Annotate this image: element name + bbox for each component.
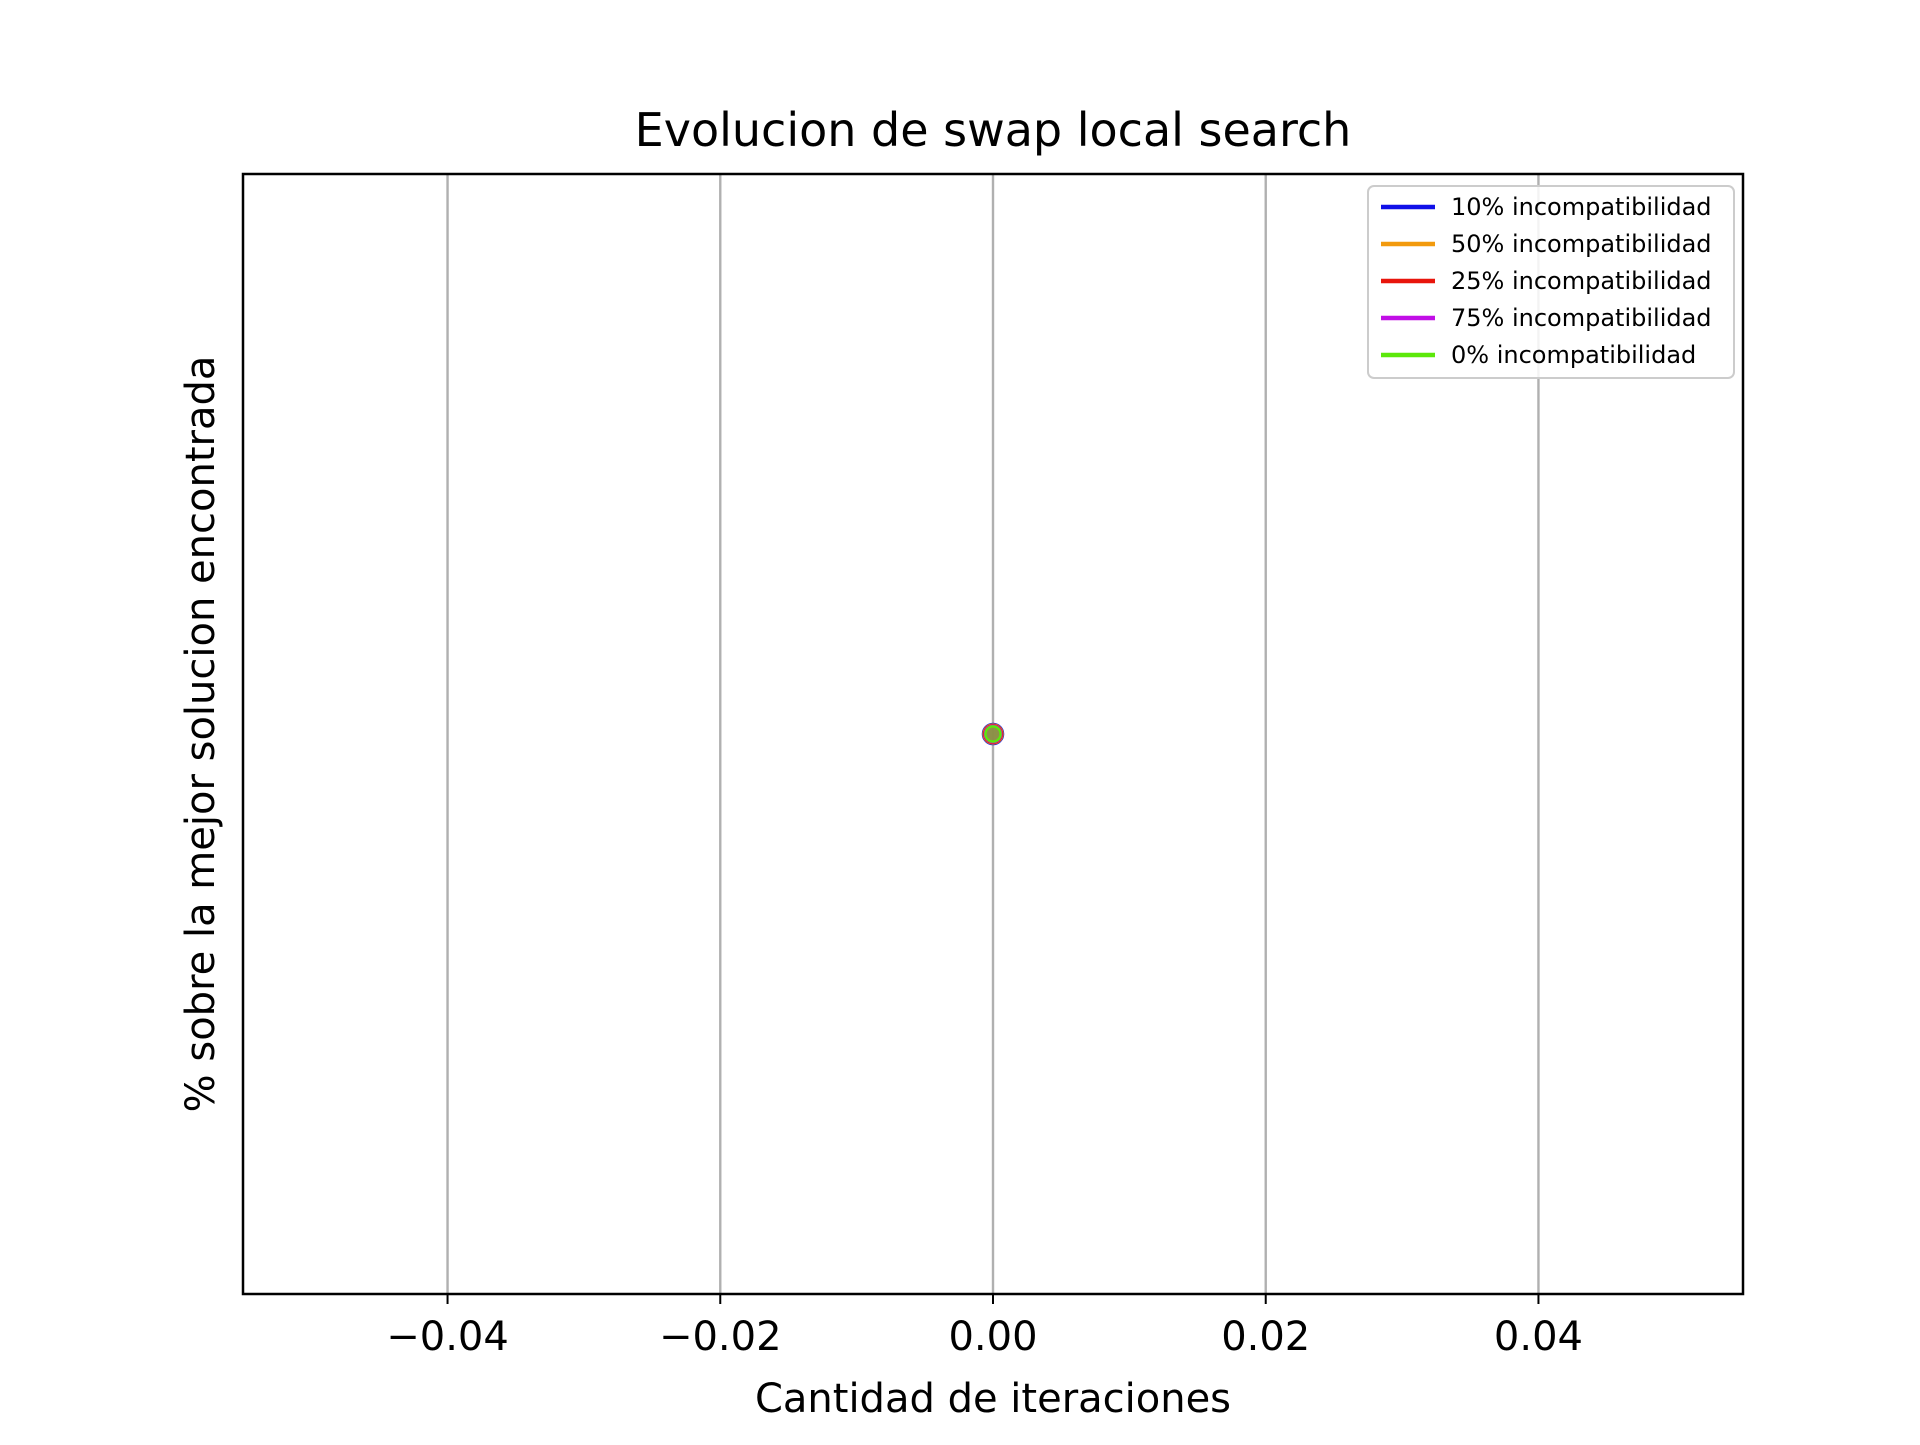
data-layer [981,722,1005,746]
data-point [984,725,1002,743]
x-tick-label: −0.02 [659,1314,782,1360]
x-tick-label: 0.00 [948,1314,1037,1360]
legend-label: 0% incompatibilidad [1451,341,1696,369]
legend-label: 75% incompatibilidad [1451,304,1712,332]
x-tick-label: 0.02 [1221,1314,1310,1360]
x-axis-label: Cantidad de iteraciones [755,1376,1231,1422]
x-ticks: −0.04 −0.02 0.00 0.02 0.04 [386,1294,1583,1360]
legend-box [1367,185,1735,379]
y-axis-label: % sobre la mejor solucion encontrada [178,356,224,1113]
legend-items: 10% incompatibilidad 50% incompatibilidad… [1381,193,1712,369]
legend-label: 25% incompatibilidad [1451,267,1712,295]
chart-title: Evolucion de swap local search [635,103,1352,157]
legend-label: 10% incompatibilidad [1451,193,1712,221]
legend: 10% incompatibilidad 50% incompatibilidad… [1367,185,1735,379]
x-tick-label: 0.04 [1494,1314,1583,1360]
x-tick-label: −0.04 [386,1314,509,1360]
legend-label: 50% incompatibilidad [1451,230,1712,258]
